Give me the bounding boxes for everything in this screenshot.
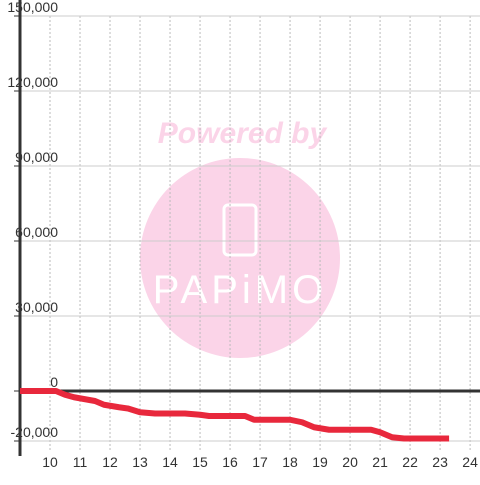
x-tick-label: 15 [192, 454, 208, 470]
x-tick-label: 23 [432, 454, 448, 470]
x-tick-label: 19 [312, 454, 328, 470]
y-tick-label: -20,000 [11, 424, 59, 440]
x-tick-label: 21 [372, 454, 388, 470]
y-tick-label: 120,000 [7, 74, 58, 90]
x-tick-label: 12 [102, 454, 118, 470]
y-tick-label: 150,000 [7, 0, 58, 15]
x-tick-label: 16 [222, 454, 238, 470]
x-tick-label: 11 [73, 454, 88, 470]
x-tick-label: 14 [162, 454, 178, 470]
line [20, 388, 450, 442]
watermark-icon [222, 203, 258, 257]
x-tick-label: 13 [132, 454, 148, 470]
watermark-logo: PAPiMO [153, 268, 327, 312]
y-tick-label: 60,000 [15, 224, 58, 240]
x-tick-label: 10 [42, 454, 58, 470]
x-tick-label: 20 [342, 454, 358, 470]
y-tick-label: 30,000 [15, 299, 58, 315]
y-tick-label: 90,000 [15, 149, 58, 165]
x-tick-label: 17 [252, 454, 268, 470]
y-tick-label: 0 [50, 374, 58, 390]
x-tick-label: 18 [282, 454, 298, 470]
x-tick-label: 24 [462, 454, 478, 470]
watermark-text: Powered by [158, 117, 328, 150]
x-tick-label: 22 [402, 454, 418, 470]
